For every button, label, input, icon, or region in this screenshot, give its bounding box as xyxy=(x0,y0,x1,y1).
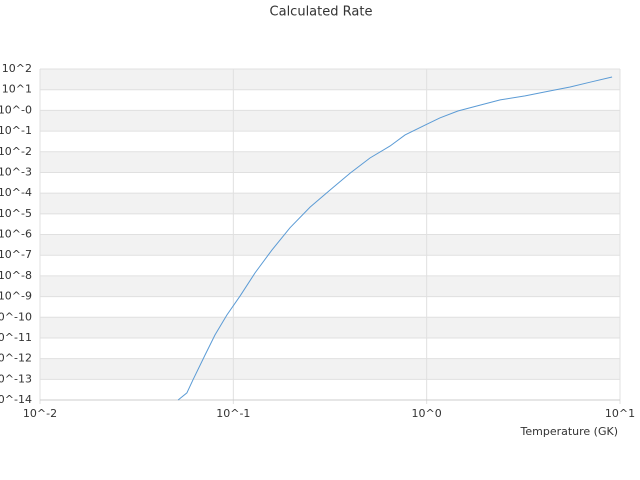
y-tick-label: 10^-5 xyxy=(0,207,32,220)
y-tick-label: 10^-3 xyxy=(0,165,32,178)
y-tick-label: 10^-6 xyxy=(0,228,32,241)
grid-band xyxy=(40,358,620,380)
y-tick-label: 10^-4 xyxy=(0,186,32,199)
y-tick-label: 10^2 xyxy=(2,62,32,75)
grid-band xyxy=(40,317,620,338)
x-axis-label: Temperature (GK) xyxy=(520,425,619,438)
grid-band xyxy=(40,275,620,297)
x-tick-label: 10^-1 xyxy=(216,407,250,420)
y-tick-label: 10^1 xyxy=(2,83,32,96)
grid-band xyxy=(40,151,620,173)
y-tick-label: 10^-1 xyxy=(0,124,32,137)
grid-band xyxy=(40,69,620,90)
y-tick-label: 10^-11 xyxy=(0,331,32,344)
y-tick-label: 10^-12 xyxy=(0,352,32,365)
y-tick-label: 10^-7 xyxy=(0,248,32,261)
x-tick-label: 10^0 xyxy=(412,407,442,420)
grid-band xyxy=(40,234,620,256)
y-tick-label: 10^-8 xyxy=(0,269,32,282)
y-tick-label: 10^-13 xyxy=(0,372,32,385)
grid-band xyxy=(40,110,620,132)
x-tick-label: 10^1 xyxy=(605,407,635,420)
chart-title: Calculated Rate xyxy=(270,5,373,20)
y-tick-label: 10^-2 xyxy=(0,145,32,158)
y-tick-label: 10^-0 xyxy=(0,103,32,116)
grid-band xyxy=(40,193,620,214)
y-tick-label: 10^-10 xyxy=(0,310,32,323)
y-tick-label: 10^-14 xyxy=(0,393,32,406)
x-tick-label: 10^-2 xyxy=(23,407,57,420)
y-tick-label: 10^-9 xyxy=(0,290,32,303)
data-line xyxy=(177,76,613,401)
